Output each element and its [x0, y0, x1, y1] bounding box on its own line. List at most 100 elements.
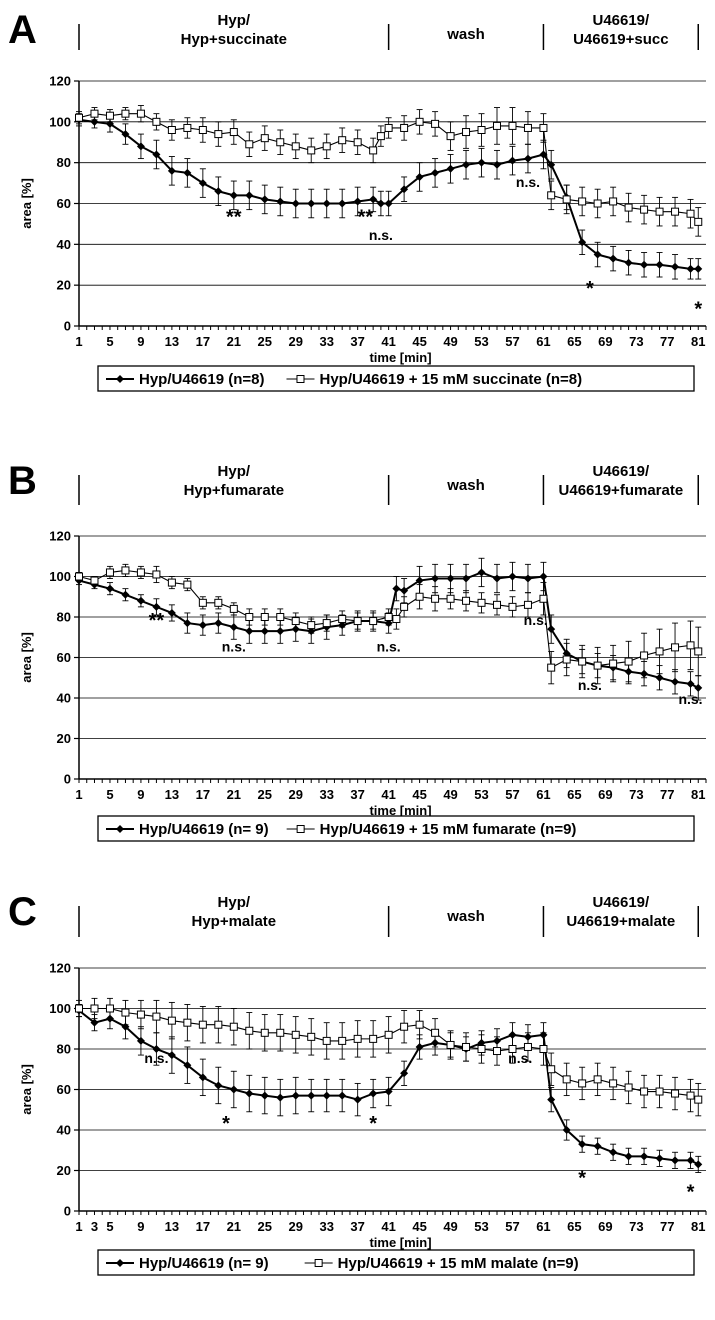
data-point	[214, 130, 223, 139]
data-point	[671, 1156, 680, 1165]
chart-panel-a: A Hyp/Hyp+succinate wash U46619/U46619+succ…	[8, 8, 707, 392]
x-tick-label: 69	[598, 787, 612, 802]
x-tick-label: 53	[474, 334, 488, 349]
x-tick-label: 13	[165, 1219, 179, 1234]
x-tick-label: 1	[75, 787, 82, 802]
data-point	[539, 123, 548, 132]
data-point	[229, 1022, 238, 1031]
data-point	[152, 1045, 161, 1053]
phase-label: Hyp/	[218, 12, 251, 29]
data-point	[183, 168, 192, 177]
data-point	[214, 1020, 223, 1029]
legend-marker	[296, 825, 305, 833]
data-point	[392, 615, 401, 624]
data-point	[694, 1160, 703, 1169]
data-point	[90, 1018, 99, 1027]
data-point	[655, 1087, 664, 1096]
data-point	[523, 574, 532, 583]
data-point	[307, 199, 316, 208]
data-point	[547, 1095, 556, 1104]
data-point	[694, 217, 703, 226]
data-point	[508, 572, 517, 581]
data-point	[431, 594, 440, 603]
data-point	[477, 158, 486, 167]
phase-label: Hyp/	[218, 463, 251, 480]
x-tick-label: 33	[319, 1219, 333, 1234]
x-axis-title: time [min]	[369, 1235, 431, 1250]
panel-letter: A	[8, 8, 37, 52]
data-point	[578, 1079, 587, 1088]
data-point	[291, 142, 300, 151]
data-point	[105, 111, 114, 120]
x-tick-label: 13	[165, 334, 179, 349]
data-point	[539, 572, 548, 581]
data-point	[609, 659, 618, 668]
data-point	[121, 566, 130, 575]
data-point	[90, 1004, 99, 1013]
data-point	[136, 596, 145, 605]
data-point	[322, 1091, 331, 1100]
data-point	[105, 1004, 114, 1013]
data-point	[593, 661, 602, 670]
x-tick-label: 33	[319, 334, 333, 349]
chart-panel-c: C Hyp/Hyp+malate wash U46619/U46619+malate 0…	[8, 890, 707, 1276]
x-tick-label: 21	[227, 787, 241, 802]
data-point	[493, 121, 501, 130]
legend: Hyp/U46619 (n= 9) Hyp/U46619 + 15 mM mala…	[97, 1249, 695, 1276]
data-point	[198, 621, 207, 630]
data-point	[539, 150, 548, 159]
data-point	[152, 602, 161, 611]
data-point	[369, 617, 378, 626]
legend-label: Hyp/U46619 + 15 mM fumarate (n=9)	[320, 821, 577, 838]
x-tick-label: 81	[691, 1219, 705, 1234]
data-point	[245, 140, 254, 149]
data-point	[686, 679, 695, 688]
data-point	[624, 1152, 633, 1161]
data-point	[578, 657, 587, 666]
data-point	[136, 142, 145, 151]
data-point	[493, 1047, 501, 1056]
panel-letter: B	[8, 459, 37, 503]
legend-label: Hyp/U46619 (n= 9)	[139, 821, 269, 838]
data-point	[462, 160, 471, 169]
data-point	[694, 264, 703, 273]
x-tick-label: 29	[289, 334, 303, 349]
data-point	[183, 580, 192, 589]
data-point	[260, 627, 269, 636]
series-treatment	[75, 105, 703, 237]
data-point	[562, 1126, 571, 1134]
data-point	[640, 260, 649, 269]
data-point	[214, 1081, 223, 1090]
data-point	[136, 568, 145, 577]
x-tick-label: 61	[536, 334, 550, 349]
legend-marker	[314, 1259, 323, 1267]
data-point	[214, 598, 223, 607]
data-point	[462, 574, 471, 583]
y-tick-label: 100	[49, 1001, 71, 1016]
data-point	[523, 600, 532, 609]
significance-star: **	[149, 610, 165, 632]
data-point	[609, 1079, 618, 1088]
x-tick-label: 17	[196, 334, 210, 349]
phase-label: Hyp+malate	[192, 913, 277, 930]
data-point	[446, 164, 455, 173]
x-tick-label: 65	[567, 787, 581, 802]
data-point	[353, 617, 362, 626]
x-tick-label: 41	[381, 334, 395, 349]
data-point	[431, 119, 440, 128]
data-point	[183, 1018, 192, 1027]
phase-label: U46619+malate	[566, 913, 675, 930]
y-tick-label: 20	[57, 1163, 71, 1178]
significance-label: n.s.	[222, 638, 246, 654]
data-point	[136, 1036, 145, 1045]
data-point	[121, 109, 130, 118]
data-point	[105, 568, 114, 577]
x-tick-label: 65	[567, 1219, 581, 1234]
data-point	[508, 1045, 517, 1053]
data-point	[400, 185, 409, 194]
data-point	[655, 1154, 664, 1163]
data-point	[338, 136, 347, 145]
data-point	[547, 1065, 556, 1074]
data-point	[369, 1034, 378, 1043]
x-tick-label: 57	[505, 1219, 519, 1234]
